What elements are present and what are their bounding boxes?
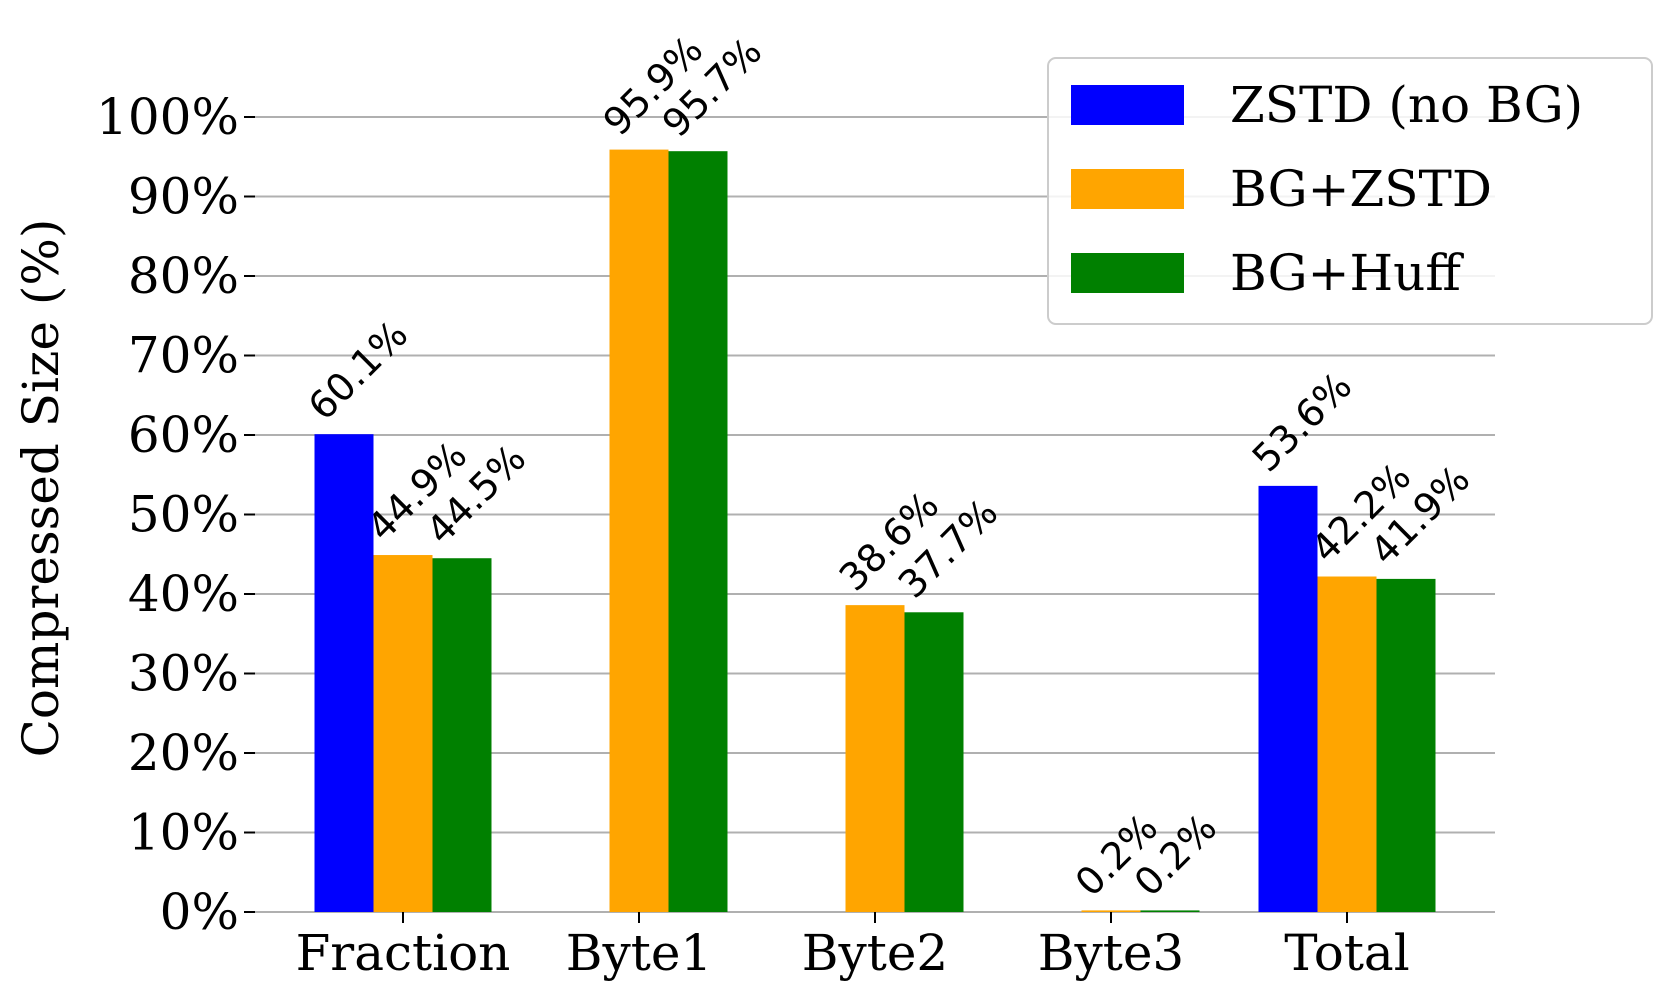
- y-tick-label: 20%: [128, 724, 239, 782]
- legend-label: BG+Huff: [1230, 244, 1464, 302]
- y-tick-label: 50%: [128, 486, 239, 544]
- legend: ZSTD (no BG) BG+ZSTD BG+Huff: [1047, 57, 1653, 325]
- legend-label: ZSTD (no BG): [1230, 76, 1583, 134]
- y-tick-label: 60%: [128, 406, 239, 464]
- y-tick-label: 100%: [96, 88, 239, 146]
- bar: [1081, 910, 1141, 912]
- bar: [845, 605, 905, 912]
- legend-swatch: [1071, 253, 1184, 293]
- x-tick-label: Byte1: [566, 924, 712, 982]
- y-tick-label: 70%: [128, 327, 239, 385]
- y-axis-ticks: 0% 10% 20% 30% 40% 50% 60% 70% 80% 90% 100%: [96, 88, 255, 941]
- bar: [904, 612, 964, 912]
- x-tick-label: Total: [1284, 924, 1409, 982]
- legend-box: [1047, 57, 1653, 325]
- bar: [668, 151, 728, 912]
- x-tick-label: Byte3: [1038, 924, 1184, 982]
- bar: [609, 149, 669, 913]
- bar: [373, 555, 433, 912]
- bar: [1140, 910, 1200, 912]
- bar: [1317, 576, 1377, 912]
- y-tick-label: 0%: [160, 883, 239, 941]
- bar: [1258, 485, 1318, 912]
- y-tick-label: 10%: [128, 804, 239, 862]
- x-axis-ticks: Fraction Byte1 Byte2 Byte3 Total: [296, 912, 1410, 982]
- x-tick-label: Byte2: [802, 924, 948, 982]
- legend-swatch: [1071, 85, 1184, 125]
- y-tick-label: 30%: [128, 645, 239, 703]
- bar-value-label: 60.1%: [300, 312, 416, 428]
- bar-value-label: 53.6%: [1244, 364, 1360, 480]
- bar: [314, 434, 374, 912]
- legend-swatch: [1071, 169, 1184, 209]
- y-tick-label: 90%: [128, 168, 239, 226]
- legend-label: BG+ZSTD: [1230, 160, 1492, 218]
- y-tick-label: 40%: [128, 565, 239, 623]
- x-tick-label: Fraction: [296, 924, 511, 982]
- y-tick-label: 80%: [128, 247, 239, 305]
- bar: [432, 558, 492, 912]
- y-axis-label: Compressed Size (%): [12, 219, 70, 758]
- bar: [1376, 578, 1436, 912]
